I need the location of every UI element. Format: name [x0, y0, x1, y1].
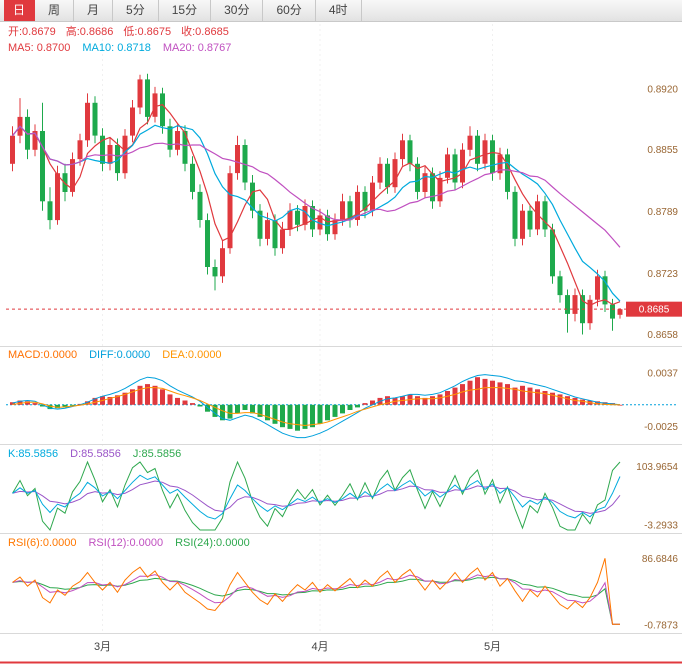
- bottom-accent-line: [0, 661, 682, 664]
- close-readout: 收:0.8685: [181, 26, 229, 38]
- svg-text:3月: 3月: [94, 641, 111, 653]
- panel-separators: [0, 346, 682, 634]
- tab-4hour[interactable]: 4时: [316, 0, 362, 21]
- rsi-panel: 86.6846 -0.7873: [12, 554, 679, 631]
- tab-daily[interactable]: 日: [4, 0, 36, 21]
- svg-text:0.8723: 0.8723: [647, 269, 678, 280]
- svg-text:4月: 4月: [311, 641, 328, 653]
- diff-value-readout: DIFF:0.0000: [89, 349, 151, 361]
- svg-text:0.8789: 0.8789: [647, 207, 678, 218]
- tab-60min[interactable]: 60分: [263, 0, 316, 21]
- svg-text:86.6846: 86.6846: [642, 554, 679, 565]
- macd-readout: MACD:0.0000 DIFF:0.0000 DEA:0.0000: [8, 349, 222, 362]
- macd-panel: 0.0037 -0.0025: [6, 368, 678, 439]
- low-readout: 低:0.8675: [123, 26, 172, 38]
- svg-text:-3.2933: -3.2933: [644, 521, 678, 532]
- rsi12-value-readout: RSI(12):0.0000: [88, 537, 164, 549]
- macd-value-readout: MACD:0.0000: [8, 349, 78, 361]
- rsi24-value-readout: RSI(24):0.0000: [175, 537, 250, 549]
- svg-text:0.8855: 0.8855: [647, 145, 678, 156]
- open-readout: 开:0.8679: [8, 26, 56, 38]
- svg-text:-0.0025: -0.0025: [644, 422, 678, 433]
- svg-text:0.8658: 0.8658: [647, 330, 678, 341]
- d-value-readout: D:85.5856: [70, 448, 121, 460]
- svg-text:103.9654: 103.9654: [636, 462, 678, 473]
- dea-value-readout: DEA:0.0000: [162, 349, 222, 361]
- svg-text:0.0037: 0.0037: [647, 368, 678, 379]
- tab-5min[interactable]: 5分: [113, 0, 159, 21]
- svg-text:5月: 5月: [484, 641, 501, 653]
- ma-lines: [12, 104, 621, 307]
- tab-30min[interactable]: 30分: [211, 0, 264, 21]
- time-axis-labels: 3月 4月 5月: [94, 641, 501, 653]
- ma5-readout: MA5: 0.8700: [8, 42, 71, 54]
- month-gridlines: [102, 24, 493, 632]
- period-tabbar: 日周月 5分 15分 30分 60分 4时: [0, 0, 682, 22]
- last-price-tag: 0.8685: [626, 301, 682, 317]
- ma20-readout: MA20: 0.8767: [162, 42, 232, 54]
- kdj-panel: 103.9654 -3.2933: [12, 460, 678, 532]
- k-value-readout: K:85.5856: [8, 448, 59, 460]
- tab-monthly[interactable]: 月: [74, 0, 114, 21]
- kdj-readout: K:85.5856 D:85.5856 J:85.5856: [8, 448, 181, 461]
- svg-text:-0.7873: -0.7873: [644, 620, 678, 631]
- ma-readout: MA5: 0.8700 MA10: 0.8718 MA20: 0.8767: [8, 42, 231, 55]
- tab-15min[interactable]: 15分: [159, 0, 212, 21]
- svg-text:0.8920: 0.8920: [647, 84, 678, 95]
- svg-text:0.8685: 0.8685: [639, 305, 670, 316]
- ma10-readout: MA10: 0.8718: [82, 42, 151, 54]
- rsi-readout: RSI(6):0.0000 RSI(12):0.0000 RSI(24):0.000…: [8, 537, 250, 550]
- ohlc-readout: 开:0.8679 高:0.8686 低:0.8675 收:0.8685: [8, 26, 229, 39]
- rsi6-value-readout: RSI(6):0.0000: [8, 537, 77, 549]
- high-readout: 高:0.8686: [65, 26, 114, 38]
- candlestick-series: [10, 73, 623, 335]
- j-value-readout: J:85.5856: [132, 448, 182, 460]
- tab-weekly[interactable]: 周: [35, 0, 75, 21]
